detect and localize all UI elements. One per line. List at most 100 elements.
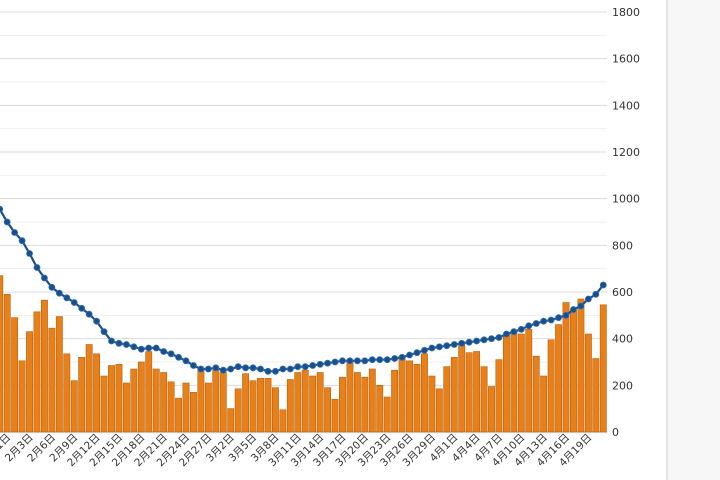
line-point	[264, 367, 272, 375]
bar	[353, 372, 361, 433]
bar	[264, 378, 272, 433]
bar	[55, 316, 63, 433]
bar	[242, 373, 250, 433]
line-point	[3, 218, 11, 226]
bar	[26, 331, 33, 433]
bar	[160, 372, 168, 433]
line-point	[450, 341, 458, 348]
line-point	[540, 317, 548, 325]
trend-line	[0, 208, 605, 373]
line-point	[70, 299, 78, 306]
line-point	[145, 344, 153, 352]
bar	[562, 302, 570, 433]
line-point	[316, 360, 324, 368]
right-panel-divider	[666, 0, 668, 480]
line-point	[294, 363, 302, 371]
bar	[368, 368, 376, 433]
bar	[592, 358, 600, 433]
y-tick-label: 1200	[612, 146, 640, 159]
line-point	[55, 289, 63, 297]
line-point	[525, 322, 533, 330]
bar	[0, 275, 4, 433]
line-point	[324, 359, 331, 367]
line-point	[78, 304, 86, 312]
line-point	[398, 353, 406, 361]
line-point	[570, 306, 577, 313]
line-point	[204, 365, 212, 373]
line-point	[413, 349, 421, 357]
line-point	[242, 364, 250, 372]
bar	[577, 298, 585, 433]
bar	[175, 397, 182, 433]
bar	[286, 379, 294, 433]
line-point	[383, 356, 391, 364]
bar	[383, 396, 391, 433]
bar	[450, 357, 458, 433]
bar	[137, 361, 145, 433]
bar	[376, 385, 384, 433]
bar	[473, 351, 481, 433]
line-point	[517, 325, 525, 333]
y-tick-label: 600	[612, 286, 633, 299]
bar	[495, 359, 503, 433]
line-point	[473, 337, 481, 345]
bar	[18, 360, 26, 433]
bar	[257, 378, 264, 433]
line-point	[577, 302, 585, 310]
bar	[197, 368, 205, 433]
bar	[570, 310, 577, 433]
bar	[391, 369, 399, 433]
bar	[108, 365, 115, 433]
bar	[517, 333, 525, 433]
line-point	[249, 364, 257, 372]
line-point	[331, 358, 339, 366]
bar	[555, 324, 562, 433]
line-point	[421, 346, 428, 354]
line-point	[353, 357, 361, 365]
line-point	[503, 330, 510, 338]
y-tick-label: 400	[612, 333, 633, 346]
line-point	[234, 363, 242, 371]
bar	[48, 327, 56, 433]
line-point	[63, 294, 71, 302]
line-point	[309, 362, 317, 369]
bar	[339, 376, 346, 433]
bar	[443, 366, 451, 433]
line-point	[167, 350, 175, 358]
bar	[599, 304, 607, 433]
line-point	[592, 290, 600, 298]
bar	[234, 388, 242, 433]
bar	[3, 294, 11, 433]
y-tick-label: 1000	[612, 193, 640, 206]
line-point	[18, 237, 26, 245]
line-point	[26, 250, 33, 257]
line-point	[301, 363, 309, 371]
bar	[316, 372, 324, 433]
bar	[428, 375, 436, 433]
line-point	[458, 339, 466, 347]
line-point	[219, 366, 227, 374]
bar-series	[0, 275, 607, 433]
line-point	[555, 314, 562, 322]
bar	[540, 375, 548, 433]
bar	[41, 299, 48, 433]
line-point	[368, 356, 376, 364]
bar	[502, 333, 510, 433]
line-point	[93, 317, 100, 325]
line-point	[599, 281, 607, 289]
gridlines	[0, 11, 607, 433]
line-point	[562, 311, 570, 319]
bar	[488, 386, 495, 433]
bar	[271, 387, 279, 433]
bar	[413, 364, 421, 433]
bar	[532, 355, 540, 433]
line-point	[197, 365, 205, 373]
bar	[212, 369, 220, 433]
bar	[465, 352, 473, 433]
bar	[85, 344, 93, 433]
bar	[279, 409, 287, 433]
line-point	[279, 365, 287, 373]
bar	[480, 366, 488, 433]
line-point	[182, 357, 190, 365]
